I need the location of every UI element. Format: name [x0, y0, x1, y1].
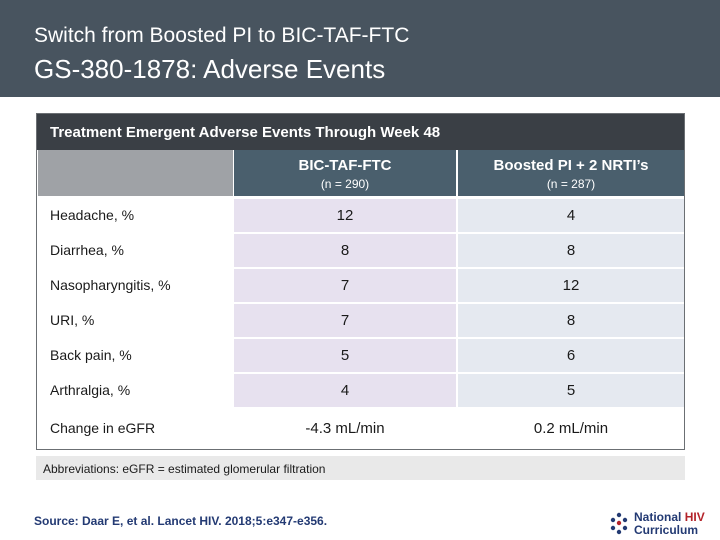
column-header-boosted-pi: Boosted PI + 2 NRTI’s (n = 287): [458, 150, 684, 196]
slide-header: Switch from Boosted PI to BIC-TAF-FTC GS…: [0, 0, 720, 97]
column-header-n: (n = 287): [546, 177, 596, 191]
cell-boosted-pi: 5: [458, 374, 684, 407]
table-header-blank: [38, 150, 233, 196]
logo-line-2: Curriculum: [634, 523, 699, 537]
row-label: Back pain, %: [50, 347, 132, 363]
row-label: URI, %: [50, 312, 95, 328]
slide-supertitle: Switch from Boosted PI to BIC-TAF-FTC: [34, 24, 410, 47]
cell-bic-taf-ftc: 8: [234, 234, 456, 267]
row-label: Nasopharyngitis, %: [50, 277, 171, 293]
cell-bic-taf-ftc: -4.3 mL/min: [234, 412, 456, 445]
cell-boosted-pi: 0.2 mL/min: [458, 412, 684, 445]
table-row: Back pain, % 5 6: [37, 339, 684, 372]
source-citation: Source: Daar E, et al. Lancet HIV. 2018;…: [34, 514, 328, 528]
column-header-name: BIC-TAF-FTC: [298, 157, 392, 174]
national-hiv-curriculum-logo: National HIV Curriculum: [608, 509, 716, 539]
cell-boosted-pi: 6: [458, 339, 684, 372]
table-row: Nasopharyngitis, % 7 12: [37, 269, 684, 302]
cell-boosted-pi: 4: [458, 199, 684, 232]
cell-bic-taf-ftc: 7: [234, 304, 456, 337]
row-label: Headache, %: [50, 207, 135, 223]
adverse-events-table: Treatment Emergent Adverse Events Throug…: [36, 113, 685, 450]
cell-boosted-pi: 8: [458, 234, 684, 267]
row-label: Diarrhea, %: [50, 242, 124, 258]
cell-boosted-pi: 8: [458, 304, 684, 337]
cell-boosted-pi: 12: [458, 269, 684, 302]
abbreviations-note: Abbreviations: eGFR = estimated glomerul…: [36, 456, 685, 480]
logo-line-1: National HIV: [634, 510, 705, 524]
table-row: Diarrhea, % 8 8: [37, 234, 684, 267]
column-header-n: (n = 290): [320, 177, 370, 191]
table-row: Arthralgia, % 4 5: [37, 374, 684, 407]
column-header-name: Boosted PI + 2 NRTI’s: [493, 157, 649, 174]
slide-title: GS-380-1878: Adverse Events: [34, 54, 386, 84]
nhc-logo-icon: [610, 512, 628, 535]
cell-bic-taf-ftc: 5: [234, 339, 456, 372]
table-row: Change in eGFR -4.3 mL/min 0.2 mL/min: [37, 412, 684, 445]
table-row: URI, % 7 8: [37, 304, 684, 337]
table-caption: Treatment Emergent Adverse Events Throug…: [37, 114, 684, 150]
row-label: Arthralgia, %: [50, 382, 131, 398]
table-row: Headache, % 12 4: [37, 199, 684, 232]
column-header-bic-taf-ftc: BIC-TAF-FTC (n = 290): [234, 150, 456, 196]
row-label: Change in eGFR: [50, 420, 156, 436]
cell-bic-taf-ftc: 7: [234, 269, 456, 302]
cell-bic-taf-ftc: 4: [234, 374, 456, 407]
cell-bic-taf-ftc: 12: [234, 199, 456, 232]
